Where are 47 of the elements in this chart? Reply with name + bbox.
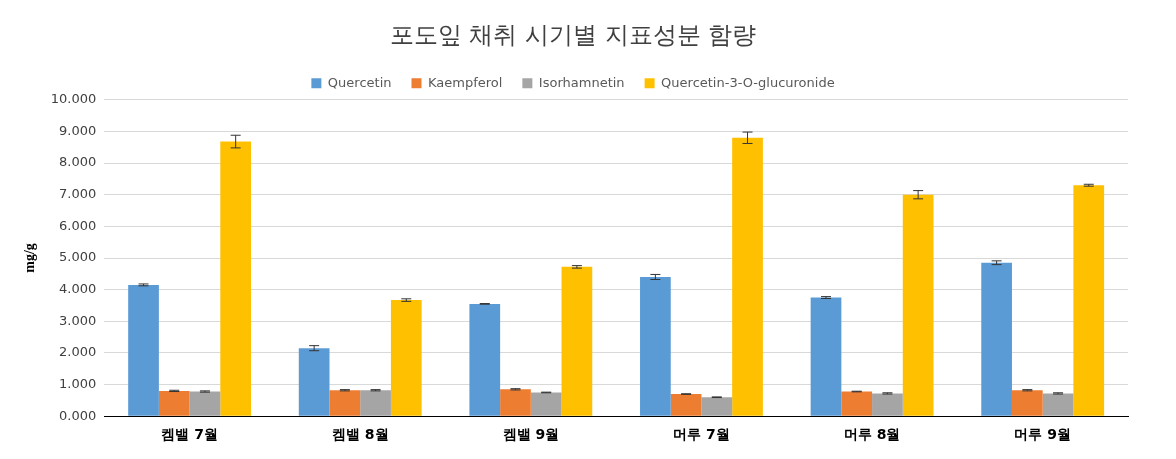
y-tick-label: 3.000 — [59, 312, 97, 328]
x-tick-label: 머루 9월 — [1014, 426, 1071, 443]
y-tick-label: 5.000 — [59, 249, 97, 265]
y-tick-label: 6.000 — [59, 217, 97, 233]
x-tick-label: 켐밸 7월 — [161, 426, 218, 443]
bar — [329, 390, 361, 416]
legend-label: Kaempferol — [427, 74, 503, 90]
y-tick-label: 1.000 — [59, 375, 97, 391]
bar — [872, 393, 903, 416]
bar — [128, 284, 159, 416]
x-tick-label: 켐밸 8월 — [331, 426, 389, 443]
bar — [841, 391, 873, 416]
bar — [1042, 393, 1074, 416]
bar — [670, 394, 702, 416]
bar — [1011, 390, 1043, 416]
bar — [1073, 185, 1105, 416]
bar — [640, 276, 671, 416]
y-tick-label: 4.000 — [59, 281, 97, 297]
bar — [732, 137, 763, 416]
legend-label: Quercetin-3-O-glucuronide — [661, 74, 835, 90]
legend-label: Isorhamnetin — [538, 74, 625, 90]
bar — [189, 391, 221, 416]
bar — [701, 397, 733, 416]
bar — [500, 389, 531, 416]
y-tick-label: 2.000 — [59, 344, 97, 360]
bar — [810, 297, 842, 416]
y-tick-label: 0.000 — [59, 407, 97, 423]
chart-title: 포도잎 채취 시기별 지표성분 함량 — [389, 20, 757, 49]
bar — [981, 262, 1012, 416]
x-tick-label: 머루 8월 — [843, 426, 901, 443]
bar — [561, 266, 593, 416]
y-tick-label: 8.000 — [59, 154, 97, 170]
y-tick-label: 7.000 — [59, 186, 97, 202]
bar — [220, 141, 252, 416]
bar — [469, 303, 501, 416]
bar — [298, 348, 330, 416]
bar — [360, 390, 391, 416]
bar — [530, 392, 562, 416]
bar — [902, 194, 934, 416]
legend-label: Quercetin — [327, 74, 392, 90]
y-tick-label: 9.000 — [59, 122, 97, 138]
y-axis-title: mg/g — [22, 243, 38, 273]
y-tick-label: 10.000 — [50, 91, 97, 107]
bar — [158, 390, 190, 416]
x-tick-label: 머루 7월 — [673, 426, 730, 443]
bar — [390, 300, 422, 416]
x-tick-label: 켐밸 9월 — [502, 426, 560, 443]
